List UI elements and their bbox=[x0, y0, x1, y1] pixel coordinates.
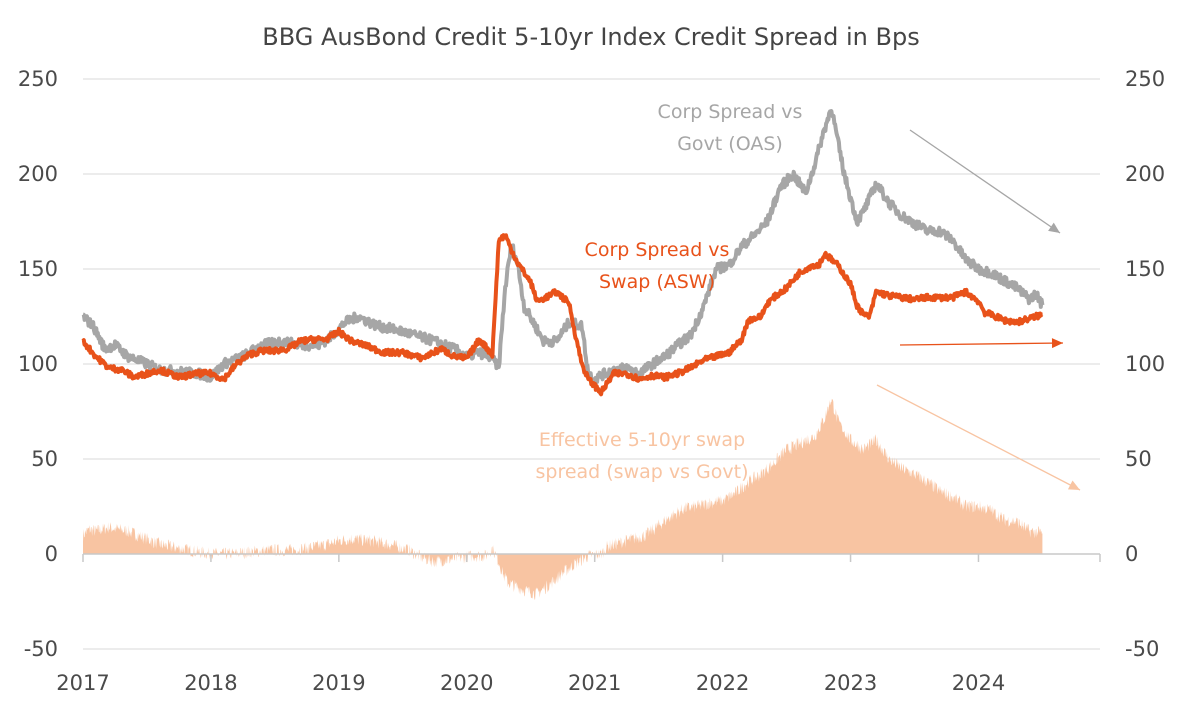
label-asw-line1: Corp Spread vs bbox=[585, 239, 730, 261]
y-tick-label-right: 0 bbox=[1125, 542, 1138, 566]
y-tick-label-right: 150 bbox=[1125, 257, 1165, 281]
y-tick-label-left: 100 bbox=[18, 352, 58, 376]
y-tick-label-right: 250 bbox=[1125, 67, 1165, 91]
label-oas-line1: Corp Spread vs bbox=[658, 101, 803, 123]
annotations: Corp Spread vs Govt (OAS) Corp Spread vs Sw… bbox=[535, 101, 1081, 491]
y-axis-right: 250 200 150 100 50 0 -50 bbox=[1125, 67, 1165, 661]
y-axis-left: 250 200 150 100 50 0 -50 bbox=[18, 67, 58, 661]
y-tick-label-right: 200 bbox=[1125, 162, 1165, 186]
trend-arrow-asw bbox=[899, 342, 1064, 346]
x-tick-label: 2018 bbox=[184, 671, 237, 695]
gridlines bbox=[83, 78, 1100, 650]
trend-arrow-swap-spread bbox=[876, 384, 1081, 491]
area-layer bbox=[83, 398, 1043, 600]
series-line-oas bbox=[81, 109, 1045, 385]
x-axis: 2017 2018 2019 2020 2021 2022 2023 2024 bbox=[56, 671, 1005, 695]
y-tick-label-right: 100 bbox=[1125, 352, 1165, 376]
label-asw-line2: Swap (ASW) bbox=[599, 271, 715, 293]
x-tick-label: 2017 bbox=[56, 671, 109, 695]
trend-arrow-swap-spread-head bbox=[1067, 480, 1080, 490]
series-area-swap-spread bbox=[83, 398, 1043, 600]
y-tick-label-left: 150 bbox=[18, 257, 58, 281]
y-tick-label-right: 50 bbox=[1125, 447, 1152, 471]
chart-title: BBG AusBond Credit 5-10yr Index Credit S… bbox=[262, 23, 919, 51]
axes bbox=[82, 553, 1101, 562]
y-tick-label-left: -50 bbox=[24, 637, 58, 661]
trend-arrow-oas bbox=[909, 129, 1061, 234]
label-swap-spread-line2: spread (swap vs Govt) bbox=[535, 461, 748, 483]
x-tick-label: 2022 bbox=[696, 671, 749, 695]
series-line-asw bbox=[81, 233, 1044, 397]
x-tick-label: 2020 bbox=[440, 671, 493, 695]
x-tick-label: 2023 bbox=[824, 671, 877, 695]
y-tick-label-right: -50 bbox=[1125, 637, 1159, 661]
x-tick-label: 2024 bbox=[952, 671, 1005, 695]
x-tick-label: 2019 bbox=[312, 671, 365, 695]
y-tick-label-left: 200 bbox=[18, 162, 58, 186]
label-oas-line2: Govt (OAS) bbox=[677, 133, 783, 155]
y-tick-label-left: 50 bbox=[31, 447, 58, 471]
line-layer bbox=[81, 109, 1045, 397]
label-swap-spread-line1: Effective 5-10yr swap bbox=[539, 429, 745, 451]
y-tick-label-left: 0 bbox=[45, 542, 58, 566]
trend-arrow-oas-head bbox=[1048, 222, 1060, 233]
trend-arrow-asw-head bbox=[1051, 338, 1063, 349]
x-tick-label: 2021 bbox=[568, 671, 621, 695]
y-tick-label-left: 250 bbox=[18, 67, 58, 91]
